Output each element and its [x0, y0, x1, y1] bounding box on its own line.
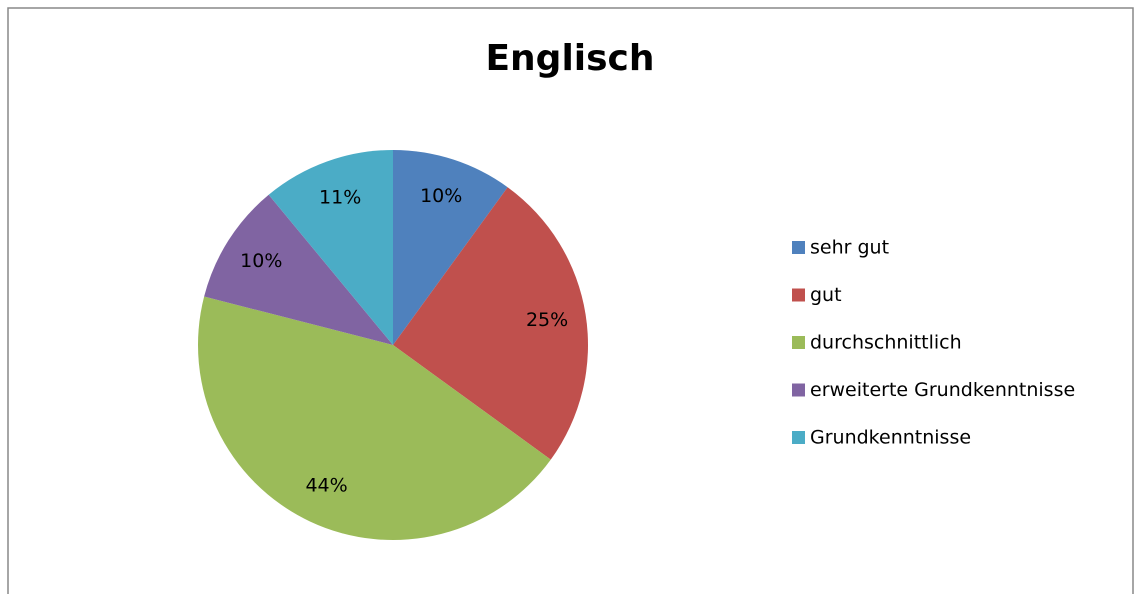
pie-slice — [393, 150, 508, 345]
legend-label: erweiterte Grundkenntnisse — [810, 379, 1075, 401]
legend-label: durchschnittlich — [810, 332, 962, 354]
legend-swatch — [792, 336, 805, 349]
data-label: 10% — [240, 250, 282, 272]
legend-swatch — [792, 383, 805, 397]
pie-slice — [268, 150, 393, 345]
data-label: 25% — [526, 309, 568, 331]
legend-label: Grundkenntnisse — [810, 427, 971, 449]
pie-slice — [204, 194, 393, 345]
chart-title: Englisch — [485, 38, 654, 79]
data-label: 11% — [319, 187, 361, 209]
legend-label: sehr gut — [810, 237, 889, 259]
legend-swatch — [792, 241, 805, 254]
pie-slice — [393, 187, 588, 460]
data-label: 10% — [420, 185, 462, 207]
pie-slice — [197, 296, 551, 540]
legend-label: gut — [810, 284, 842, 306]
chart-frame — [7, 7, 1134, 594]
data-label: 44% — [305, 475, 347, 497]
legend-swatch — [792, 288, 805, 302]
legend-swatch — [792, 431, 805, 444]
